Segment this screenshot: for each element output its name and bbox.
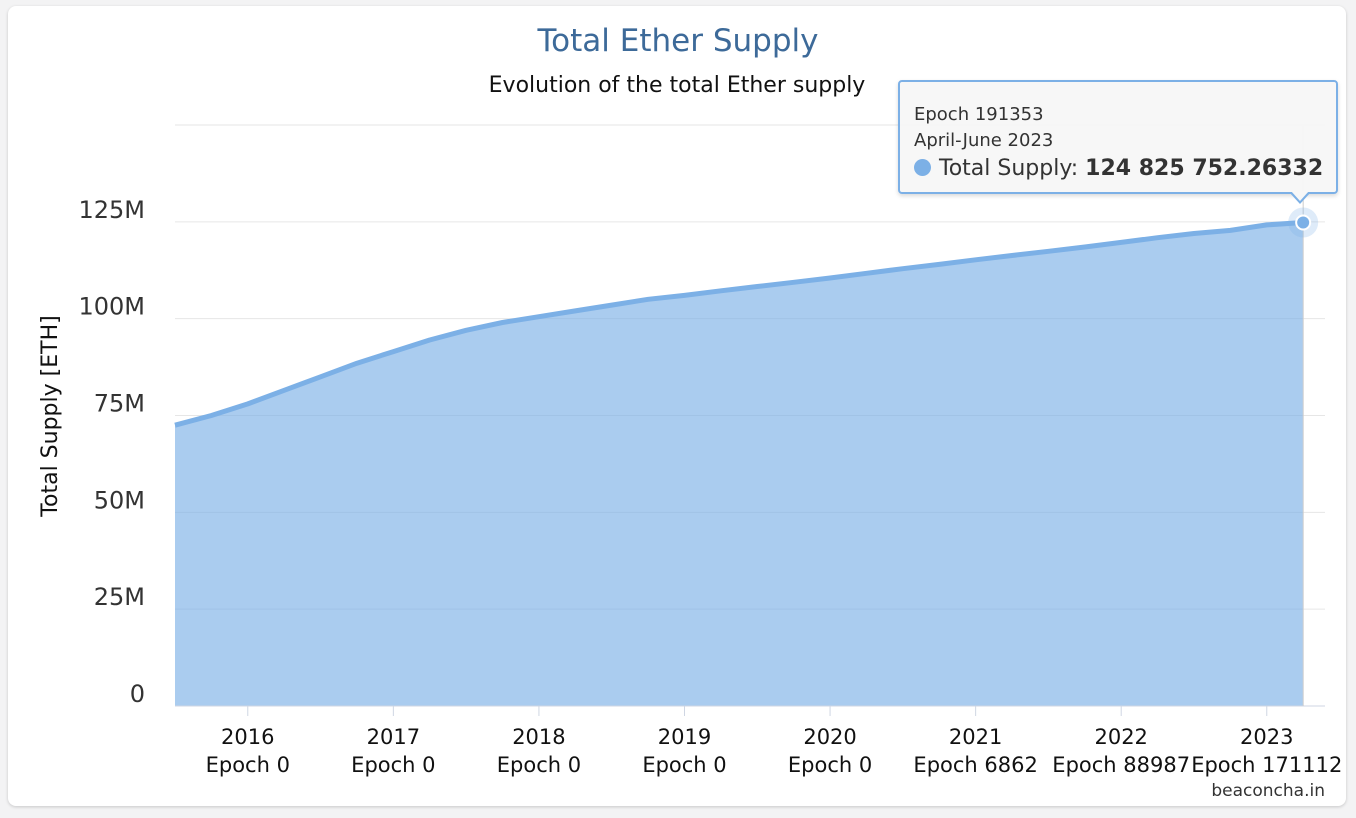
- x-tick-year: 2020: [803, 725, 856, 749]
- series-area: [174, 220, 1304, 706]
- x-tick-epoch: Epoch 88987: [1052, 753, 1190, 777]
- chart-title: Total Ether Supply: [537, 23, 819, 59]
- x-tick-epoch: Epoch 0: [351, 753, 435, 777]
- y-axis-ticks: 0 25M 50M 75M 100M 125M: [78, 196, 145, 708]
- x-tick-year: 2018: [512, 725, 565, 749]
- hover-point: [1295, 214, 1312, 231]
- chart-subtitle: Evolution of the total Ether supply: [489, 73, 866, 98]
- x-tick-epoch: Epoch 0: [788, 753, 872, 777]
- x-axis: 2016 Epoch 0 2017 Epoch 0 2018 Epoch 0 2019 Epo…: [175, 705, 1342, 777]
- y-tick-label: 100M: [78, 293, 145, 321]
- x-tick-year: 2017: [367, 725, 420, 749]
- tooltip-series-label: Total Supply:: [939, 156, 1086, 181]
- x-tick-year: 2023: [1240, 725, 1293, 749]
- y-tick-label: 75M: [94, 390, 145, 418]
- tooltip-arrow-inner: [1291, 191, 1309, 201]
- y-tick-label: 125M: [78, 196, 145, 224]
- x-tick-year: 2021: [949, 725, 1002, 749]
- chart-tooltip: Epoch 191353 April-June 2023 Total Suppl…: [898, 80, 1338, 194]
- tooltip-value-line: Total Supply: 124 825 752.26332: [914, 156, 1323, 181]
- x-tick-year: 2016: [221, 725, 274, 749]
- hover-highlight: [1288, 125, 1319, 706]
- x-tick-year: 2019: [658, 725, 711, 749]
- x-tick-epoch: Epoch 171112: [1191, 753, 1342, 777]
- series-area-fill: [175, 222, 1304, 706]
- x-tick-year: 2022: [1094, 725, 1147, 749]
- y-tick-label: 25M: [94, 583, 145, 611]
- x-tick-epoch: Epoch 0: [642, 753, 726, 777]
- y-tick-label: 0: [130, 680, 145, 708]
- tooltip-value: 124 825 752.26332: [1085, 156, 1324, 181]
- chart-credit[interactable]: beaconcha.in: [1211, 781, 1325, 801]
- tooltip-period: April-June 2023: [914, 130, 1054, 151]
- x-tick-epoch: Epoch 0: [206, 753, 290, 777]
- y-axis-label: Total Supply [ETH]: [38, 315, 63, 517]
- series-line: [174, 220, 1304, 428]
- y-tick-label: 50M: [94, 486, 145, 514]
- x-tick-epoch: Epoch 0: [497, 753, 581, 777]
- x-tick-epoch: Epoch 6862: [913, 753, 1037, 777]
- series-dot-icon: [914, 159, 931, 176]
- tooltip-epoch: Epoch 191353: [914, 104, 1044, 125]
